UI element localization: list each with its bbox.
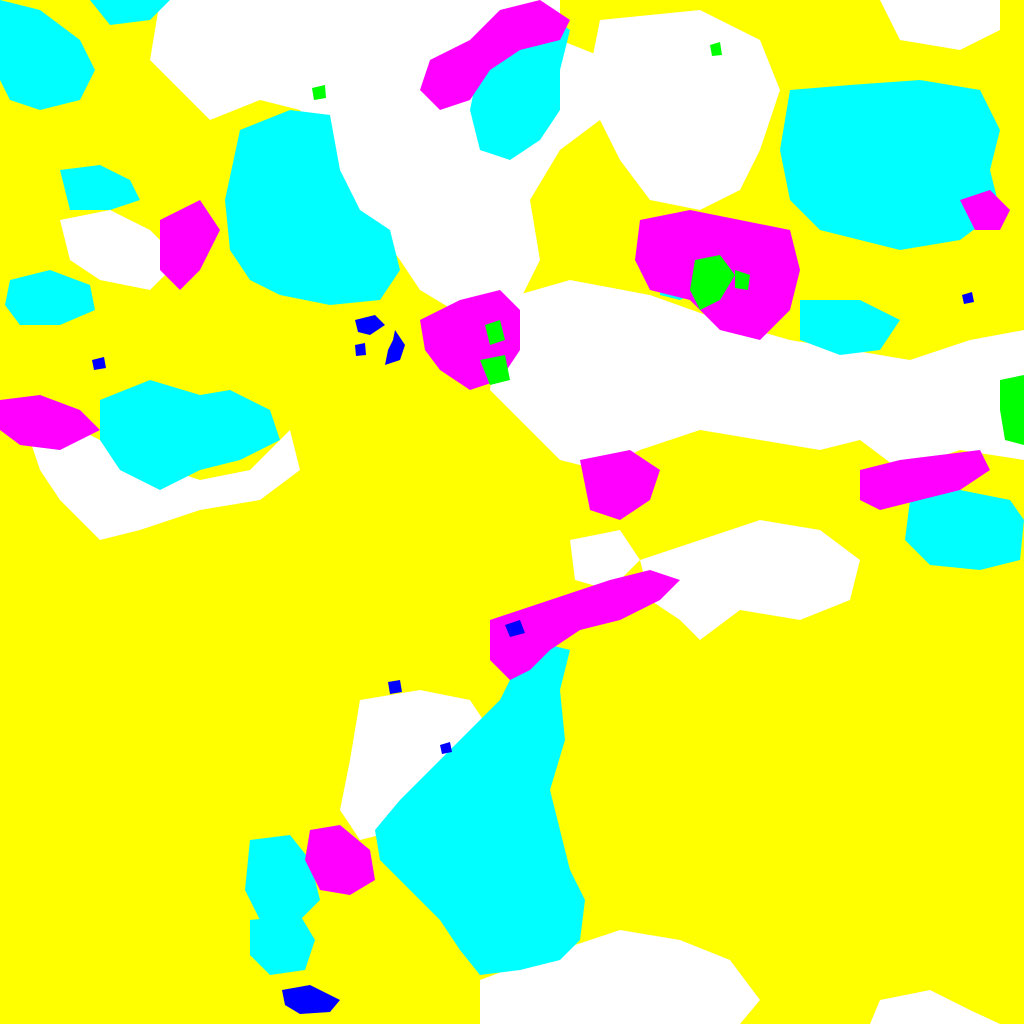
magenta-region-left-mid [0, 395, 100, 450]
white-region-bottom [480, 930, 760, 1024]
blue-region-lower-small [388, 680, 402, 694]
blue-region-lower-center [505, 620, 525, 637]
cyan-region-top-left [0, 0, 95, 110]
white-region-center-right [640, 520, 860, 640]
cyan-regions [0, 0, 1024, 975]
cyan-region-upper-left-blob [225, 110, 400, 305]
green-region-top-right-cluster [690, 255, 735, 310]
blue-region-center-crescent [385, 330, 405, 365]
cyan-region-left-small [5, 270, 95, 325]
magenta-region-right-upper [960, 190, 1010, 230]
magenta-region-bottom-left [305, 825, 375, 895]
green-region-center [480, 355, 510, 385]
cyan-region-bottom-left-lower [250, 915, 315, 975]
cyan-region-top-right-large [780, 80, 1000, 250]
white-region-lower-center [340, 690, 490, 840]
cyan-region-top-left-edge [90, 0, 170, 25]
white-region-top-right [590, 10, 780, 210]
magenta-region-left-upper [160, 200, 220, 290]
blue-region-left-dot [92, 357, 106, 370]
green-region-center-upper [485, 320, 505, 345]
cyan-region-lower-large [375, 640, 585, 975]
green-region-right-edge [1000, 375, 1024, 445]
green-region-top-small [312, 85, 326, 100]
blue-region-center-arc [355, 315, 385, 335]
cyan-region-right-oval [905, 490, 1024, 570]
blue-region-bottom [282, 985, 340, 1014]
white-regions [30, 0, 1024, 1024]
white-region-bottom-right-edge [870, 990, 1000, 1024]
magenta-region-top [420, 0, 570, 110]
magenta-region-lower-band [490, 570, 680, 680]
green-region-top-right-small [735, 270, 750, 290]
cyan-region-left-mid [100, 380, 280, 490]
magenta-regions [0, 0, 1010, 895]
white-region-center-small [570, 530, 640, 590]
cyan-region-right-mid [800, 300, 900, 355]
white-region-center-band [490, 280, 1024, 470]
white-region-top-edge-right [880, 0, 1000, 50]
magenta-region-center-mid [580, 450, 660, 520]
blue-region-lower-speck [440, 742, 452, 754]
green-regions [312, 42, 1024, 445]
blue-region-right-small [962, 292, 974, 304]
magenta-region-right-band [860, 450, 990, 510]
blue-region-center-dot [355, 343, 366, 356]
green-region-top-right-dot [710, 42, 722, 56]
cyan-region-bottom-left [245, 835, 320, 920]
blue-regions [92, 292, 974, 1014]
white-region-left-upper [60, 210, 180, 290]
cyan-region-left-upper-small [60, 165, 140, 210]
